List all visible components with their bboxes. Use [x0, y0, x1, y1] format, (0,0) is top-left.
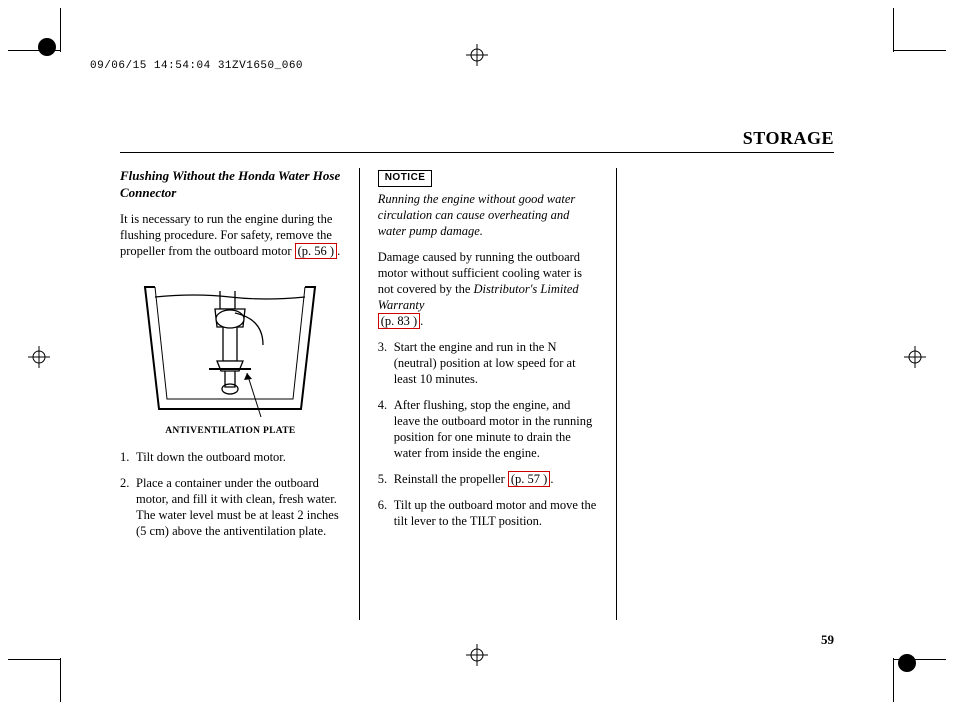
section-title: STORAGE	[743, 128, 834, 149]
step-text: Start the engine and run in the N (neutr…	[394, 339, 599, 387]
right-column: NOTICE Running the engine without good w…	[378, 168, 599, 620]
step-number: 3.	[378, 339, 394, 387]
intro-text-b: .	[337, 244, 340, 258]
page-ref-56[interactable]: (p. 56 )	[295, 243, 337, 259]
step-text: Reinstall the propeller (p. 57 ).	[394, 471, 599, 487]
notice-badge: NOTICE	[378, 170, 433, 187]
crop-mark	[893, 658, 894, 702]
intro-paragraph: It is necessary to run the engine during…	[120, 211, 341, 259]
column-separator	[359, 168, 360, 620]
step-3: 3. Start the engine and run in the N (ne…	[378, 339, 599, 387]
column-separator	[616, 168, 617, 620]
registration-mark	[466, 44, 488, 66]
page: 09/06/15 14:54:04 31ZV1650_060 STORAGE F…	[0, 0, 954, 710]
step5-a: Reinstall the propeller	[394, 472, 508, 486]
step-text: Tilt down the outboard motor.	[136, 449, 341, 465]
corner-dot-icon	[896, 652, 918, 674]
step-text: Tilt up the outboard motor and move the …	[394, 497, 599, 529]
crop-mark	[60, 8, 61, 52]
warranty-text-c: .	[420, 314, 423, 328]
crop-mark	[894, 50, 946, 51]
empty-column	[635, 168, 834, 620]
step-number: 5.	[378, 471, 394, 487]
left-column: Flushing Without the Honda Water Hose Co…	[120, 168, 341, 620]
registration-mark	[466, 644, 488, 666]
flushing-figure: ANTIVENTILATION PLATE	[120, 269, 341, 437]
step-text: After flushing, stop the engine, and lea…	[394, 397, 599, 461]
step-1: 1. Tilt down the outboard motor.	[120, 449, 341, 465]
crop-mark	[893, 8, 894, 52]
title-rule	[120, 152, 834, 153]
page-number: 59	[821, 632, 834, 648]
crop-mark	[8, 659, 60, 660]
warranty-paragraph: Damage caused by running the outboard mo…	[378, 249, 599, 329]
figure-label: ANTIVENTILATION PLATE	[120, 425, 341, 437]
step-text: Place a container under the outboard mot…	[136, 475, 341, 539]
step-number: 1.	[120, 449, 136, 465]
step5-b: .	[550, 472, 553, 486]
step-number: 2.	[120, 475, 136, 539]
subheading: Flushing Without the Honda Water Hose Co…	[120, 168, 341, 201]
content-columns: Flushing Without the Honda Water Hose Co…	[120, 168, 834, 620]
corner-dot-icon	[36, 36, 58, 58]
step-6: 6. Tilt up the outboard motor and move t…	[378, 497, 599, 529]
crop-mark	[60, 658, 61, 702]
step-number: 4.	[378, 397, 394, 461]
page-ref-57[interactable]: (p. 57 )	[508, 471, 550, 487]
header-stamp: 09/06/15 14:54:04 31ZV1650_060	[90, 60, 303, 72]
step-2: 2. Place a container under the outboard …	[120, 475, 341, 539]
registration-mark	[904, 346, 926, 368]
notice-text: Running the engine without good water ci…	[378, 191, 599, 239]
registration-mark	[28, 346, 50, 368]
step-4: 4. After flushing, stop the engine, and …	[378, 397, 599, 461]
step-5: 5. Reinstall the propeller (p. 57 ).	[378, 471, 599, 487]
step-number: 6.	[378, 497, 394, 529]
page-ref-83[interactable]: (p. 83 )	[378, 313, 420, 329]
